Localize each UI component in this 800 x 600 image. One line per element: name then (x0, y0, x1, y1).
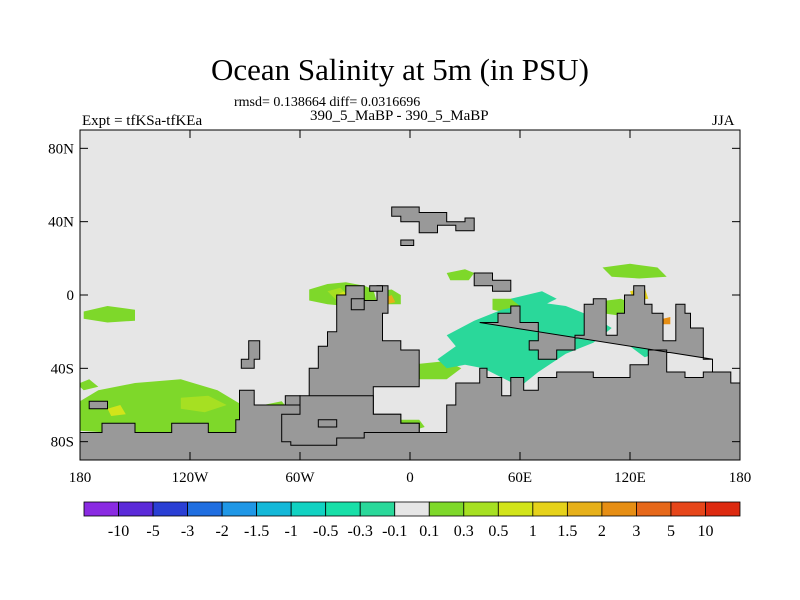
land-mass (369, 285, 383, 292)
colorbar-swatch (497, 501, 534, 517)
colorbar-label: 1 (529, 523, 537, 540)
map-title: Ocean Salinity at 5m (in PSU) (211, 52, 589, 87)
colorbar-label: 0.5 (488, 523, 508, 540)
colorbar-label: 0.3 (454, 523, 474, 540)
colorbar-swatch (394, 501, 430, 517)
experiment-label: Expt = tfKSa-tfKEa (82, 113, 203, 129)
colorbar-label: -10 (108, 523, 129, 540)
colorbar-swatch (601, 501, 637, 517)
y-tick-label: 40N (48, 215, 74, 231)
colorbar-swatch (705, 501, 741, 517)
colorbar-label: -1.5 (244, 523, 269, 540)
colorbar-swatch (152, 501, 188, 517)
y-tick-label: 80S (51, 435, 74, 451)
x-tick-label: 120E (614, 470, 646, 486)
colorbar-label: 5 (667, 523, 675, 540)
land-mass (284, 395, 301, 406)
y-tick-label: 40S (51, 361, 74, 377)
colorbar-label: -0.1 (382, 523, 407, 540)
land-mass (400, 239, 415, 246)
colorbar-label: 2 (598, 523, 606, 540)
colorbar-label: -2 (215, 523, 228, 540)
y-tick-label: 0 (67, 288, 75, 304)
colorbar-swatch (636, 501, 672, 517)
map-subtitle: 390_5_MaBP - 390_5_MaBP (310, 108, 489, 124)
map-axes: 180 120W 60W 0 60E 120E 180 80N 40N 0 40S 80S (48, 129, 752, 486)
colorbar-label: 10 (697, 523, 713, 540)
colorbar-swatch (428, 501, 465, 517)
colorbar-swatch (532, 501, 568, 517)
land-mass (79, 285, 741, 461)
colorbar-label: -5 (146, 523, 159, 540)
x-tick-label: 120W (172, 470, 210, 486)
salinity-zone (437, 302, 612, 387)
land-mass (473, 272, 512, 292)
x-tick-label: 0 (406, 470, 414, 486)
x-tick-label: 180 (729, 470, 752, 486)
colorbar-swatch (256, 501, 292, 517)
salinity-zone (180, 395, 227, 413)
colorbar-swatch (187, 501, 223, 517)
salinity-zone (83, 306, 135, 323)
plot-area (79, 130, 741, 461)
land-mass (281, 395, 420, 446)
x-tick-label: 60E (508, 470, 532, 486)
colorbar: -10 -5 -3 -2 -1.5 -1 -0.5 -0.3 -0.1 0.1 0.3 0.5 1 1.5… (83, 501, 741, 540)
colorbar-label: -3 (181, 523, 194, 540)
y-tick-label: 80N (48, 141, 74, 157)
colorbar-swatch (670, 501, 706, 517)
colorbar-swatch (83, 501, 119, 517)
salinity-zone (107, 405, 126, 416)
colorbar-label: -0.5 (313, 523, 338, 540)
colorbar-swatch (566, 501, 603, 517)
colorbar-label: 0.1 (419, 523, 439, 540)
colorbar-swatch (118, 501, 154, 517)
season-label: JJA (712, 113, 735, 129)
colorbar-swatch (221, 501, 258, 517)
colorbar-swatch (463, 501, 499, 517)
land-mass (317, 419, 338, 428)
land-mass (350, 298, 365, 311)
land-mass (391, 206, 475, 234)
colorbar-swatch (290, 501, 327, 517)
salinity-zone (602, 263, 667, 279)
x-tick-label: 60W (285, 470, 315, 486)
x-tick-label: 180 (69, 470, 92, 486)
colorbar-label: 3 (632, 523, 640, 540)
stats-line: rmsd= 0.138664 diff= 0.0316696 (234, 95, 421, 110)
colorbar-label: -1 (284, 523, 297, 540)
salinity-zone (80, 379, 99, 391)
colorbar-label: 1.5 (557, 523, 577, 540)
salinity-zone (663, 317, 671, 325)
colorbar-label: -0.3 (348, 523, 373, 540)
colorbar-swatch (359, 501, 396, 517)
colorbar-swatch (325, 501, 361, 517)
land-mass (240, 340, 261, 369)
salinity-zone (510, 291, 557, 306)
land-mass (88, 400, 108, 410)
salinity-zone (446, 269, 475, 281)
